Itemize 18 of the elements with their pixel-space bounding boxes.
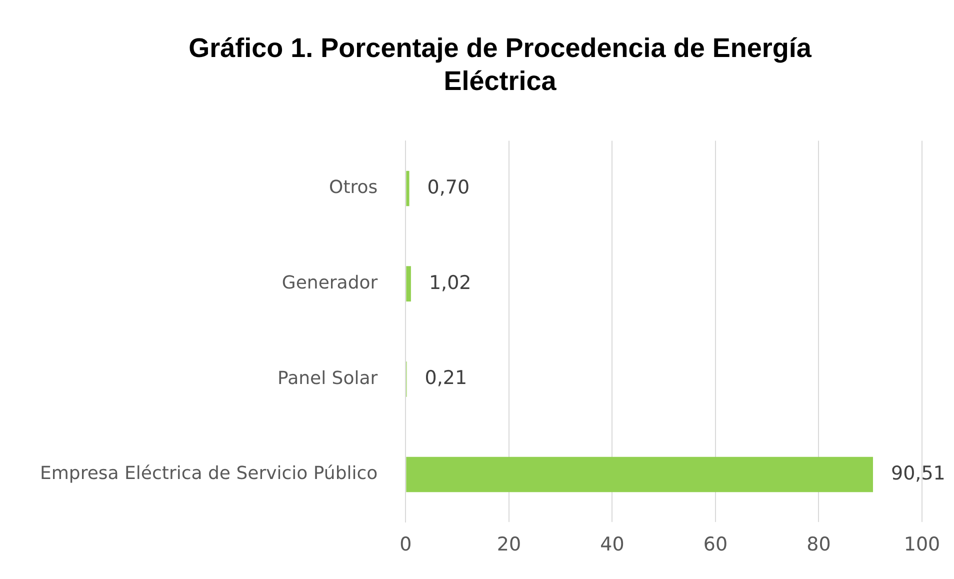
bar	[406, 456, 873, 492]
y-tick-label: Panel Solar	[278, 368, 378, 389]
y-tick-label: Empresa Eléctrica de Servicio Público	[40, 463, 378, 484]
data-label: 0,70	[427, 176, 470, 198]
bar	[406, 170, 410, 206]
data-label: 1,02	[428, 272, 472, 294]
x-tick-label: 40	[600, 534, 624, 556]
y-tick-label: Generador	[282, 272, 378, 294]
x-tick-label: 100	[904, 534, 940, 556]
chart-title: Gráfico 1. Porcentaje de Procedencia de Energía Eléctrica	[188, 32, 812, 98]
x-tick-label: 80	[806, 534, 831, 556]
x-tick-label: 20	[496, 534, 522, 556]
y-tick-label: Otros	[329, 177, 378, 198]
x-tick-label: 0	[400, 534, 412, 556]
x-tick-label: 60	[703, 534, 728, 556]
data-label: 0,21	[424, 367, 468, 390]
bar	[406, 266, 411, 302]
data-label: 90,51	[891, 462, 946, 484]
